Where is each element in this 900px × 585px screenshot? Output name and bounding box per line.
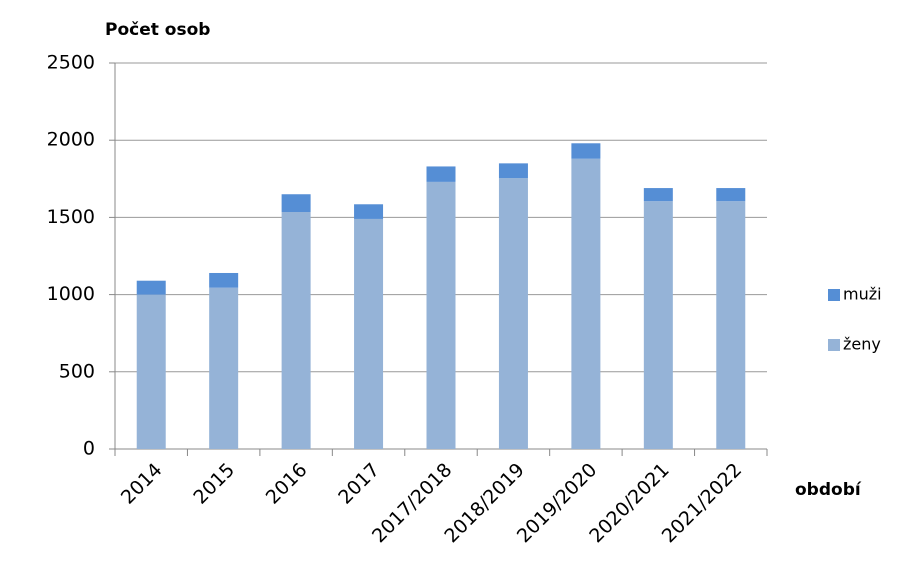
bar-segment bbox=[498, 163, 528, 179]
bar-segment bbox=[498, 178, 528, 449]
bar-segment bbox=[136, 280, 166, 295]
legend-label: muži bbox=[843, 285, 882, 304]
bar-segment bbox=[716, 188, 746, 202]
bar-segment bbox=[716, 201, 746, 449]
x-axis-label: období bbox=[795, 480, 862, 500]
bar-segment bbox=[571, 158, 601, 449]
y-tick-label: 1500 bbox=[47, 206, 95, 228]
chart-title: Počet osob bbox=[105, 20, 210, 40]
legend-swatch bbox=[828, 289, 840, 301]
legend-swatch bbox=[828, 339, 840, 351]
bar-segment bbox=[426, 166, 456, 182]
bar-segment bbox=[281, 211, 311, 449]
y-tick-label: 2000 bbox=[47, 129, 95, 151]
bar-segment bbox=[136, 294, 166, 449]
bar-segment bbox=[643, 201, 673, 449]
bar-segment bbox=[281, 194, 311, 212]
y-tick-label: 0 bbox=[83, 438, 95, 460]
bar-segment bbox=[209, 287, 239, 449]
y-tick-label: 2500 bbox=[47, 52, 95, 74]
bar-segment bbox=[426, 181, 456, 449]
legend-label: ženy bbox=[843, 335, 881, 354]
bar-segment bbox=[354, 204, 384, 219]
bar-segment bbox=[571, 143, 601, 159]
y-tick-label: 1000 bbox=[47, 283, 95, 305]
y-tick-label: 500 bbox=[59, 360, 95, 382]
bar-segment bbox=[354, 218, 384, 449]
bar-segment bbox=[209, 272, 239, 288]
bar-segment bbox=[643, 188, 673, 202]
